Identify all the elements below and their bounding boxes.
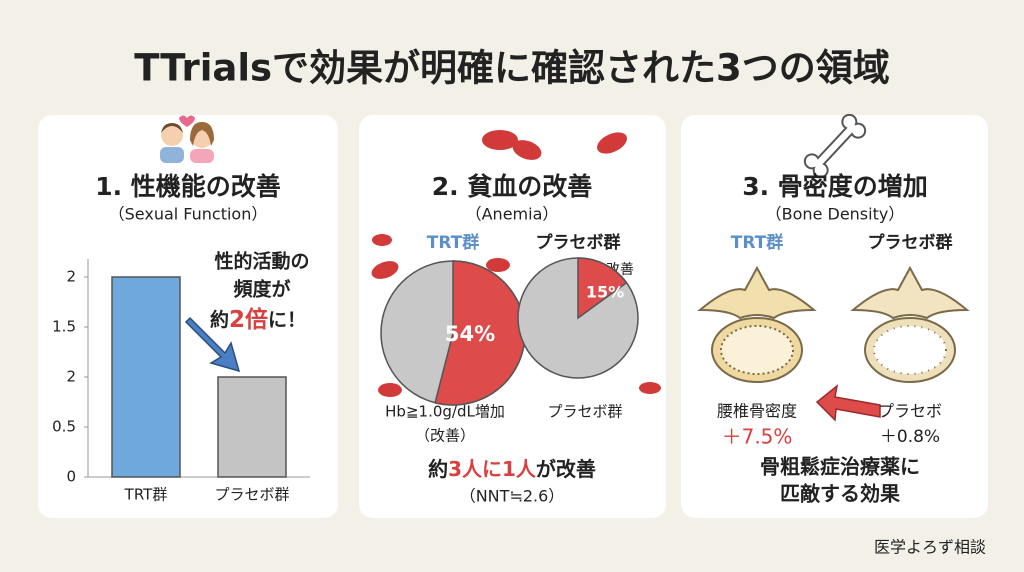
- bar: [111, 276, 181, 478]
- subheading: （Anemia）: [466, 205, 559, 224]
- heading: 1. 性機能の改善: [95, 172, 281, 201]
- value-label: 15%: [586, 283, 624, 302]
- group-change: ＋7.5%: [722, 425, 793, 449]
- pie-name: TRT群: [427, 232, 480, 253]
- card: [681, 115, 988, 518]
- pie-caption: Hb≧1.0g/dL増加: [385, 403, 505, 421]
- y-tick-label: 2: [66, 368, 76, 386]
- blood-cells: [371, 130, 661, 397]
- y-tick-label: 1.5: [52, 318, 76, 336]
- y-tick-label: 2: [66, 268, 76, 286]
- callout: 頻度が: [233, 278, 290, 301]
- vertebra: [850, 265, 970, 383]
- pie-name: プラセボ群: [536, 232, 621, 253]
- group-name: プラセボ群: [868, 232, 953, 253]
- pie-caption: プラセボ群: [547, 403, 622, 421]
- subheading: （Sexual Function）: [109, 205, 268, 224]
- group-name: TRT群: [731, 232, 784, 253]
- vertebra: [697, 265, 817, 383]
- y-tick-label: 0: [66, 468, 76, 486]
- summary: 約3人に1人が改善: [428, 457, 596, 481]
- summary-note: （NNT≒2.6）: [460, 487, 565, 506]
- summary: 骨粗鬆症治療薬に: [760, 455, 920, 479]
- bone-icon: [803, 113, 867, 179]
- x-tick-label: TRT群: [124, 486, 168, 504]
- callout: 性的活動の: [214, 250, 309, 273]
- group-label: 腰椎骨密度: [717, 402, 797, 421]
- title: TTrialsで効果が明確に確認された3つの領域: [134, 47, 890, 90]
- arrow: [815, 384, 881, 422]
- subheading: （Bone Density）: [766, 205, 905, 224]
- footer: 医学よろず相談: [874, 538, 986, 557]
- x-tick-label: プラセボ群: [214, 486, 289, 504]
- summary: 匹敵する効果: [780, 482, 900, 506]
- callout: 約2倍に！: [210, 306, 306, 333]
- heading: 3. 骨密度の増加: [742, 172, 928, 201]
- pie-caption: （改善）: [415, 427, 475, 445]
- bar: [217, 376, 287, 478]
- couple-icon: [160, 115, 214, 163]
- group-change: ＋0.8%: [880, 427, 940, 447]
- value-label: 54%: [445, 322, 495, 346]
- group-label: プラセボ: [878, 402, 942, 421]
- y-tick-label: 0.5: [52, 418, 76, 436]
- arrow: [184, 316, 241, 373]
- heading: 2. 貧血の改善: [432, 172, 593, 201]
- pie-slice: [577, 257, 628, 320]
